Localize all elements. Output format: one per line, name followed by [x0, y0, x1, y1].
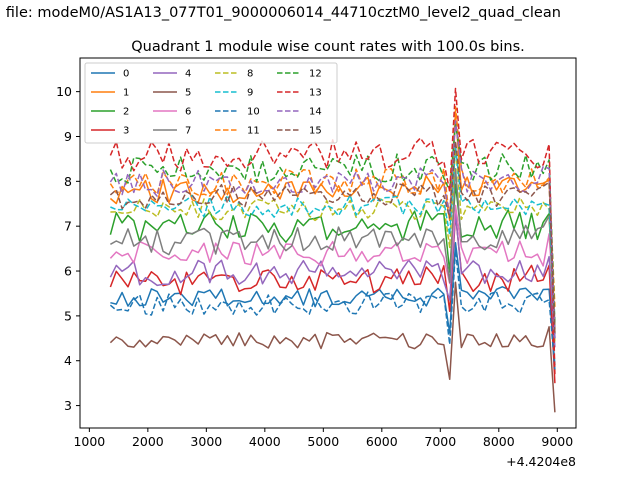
plot-area-frame — [79, 57, 577, 429]
y-axis-ticks: 3 4 5 6 7 8 9 10 — [56, 84, 80, 413]
legend-box — [84, 62, 338, 144]
legend-label: 12 — [309, 69, 322, 80]
series-line — [110, 145, 556, 339]
x-tick-label: 2000 — [132, 434, 164, 449]
y-tick-label: 7 — [64, 219, 72, 234]
series-line — [110, 242, 556, 366]
legend-label: 3 — [123, 126, 129, 137]
y-tick-label: 8 — [64, 174, 72, 189]
series-line — [109, 123, 556, 325]
series-line — [109, 183, 556, 334]
legend-label: 1 — [123, 88, 129, 99]
x-tick-label: 8000 — [483, 434, 515, 449]
legend-label: 11 — [247, 126, 260, 137]
series-line — [109, 249, 556, 370]
y-tick-label: 4 — [64, 353, 72, 368]
legend-label: 4 — [185, 69, 191, 80]
series-line — [109, 105, 556, 307]
series-line — [110, 168, 556, 334]
y-tick-label: 10 — [56, 84, 72, 99]
legend-label: 0 — [123, 69, 129, 80]
x-tick-label: 9000 — [541, 434, 573, 449]
y-tick-label: 9 — [64, 129, 72, 144]
x-tick-label: 5000 — [307, 434, 339, 449]
x-tick-label: 6000 — [366, 434, 398, 449]
legend-label: 6 — [185, 107, 191, 118]
x-tick-label: 1000 — [73, 434, 105, 449]
x-tick-label: 4000 — [249, 434, 281, 449]
chart-title: Quadrant 1 module wise count rates with … — [131, 39, 525, 55]
legend-label: 13 — [309, 88, 322, 99]
series-line — [109, 140, 556, 334]
series-line — [109, 120, 556, 339]
y-tick-label: 5 — [64, 308, 72, 323]
legend-label: 9 — [247, 88, 253, 99]
x-axis-offset-label: +4.4204e8 — [506, 454, 576, 469]
file-title: n file: modeM0/AS1A13_077T01_9000006014_… — [0, 5, 561, 21]
series-layer — [109, 87, 556, 413]
y-tick-label: 3 — [64, 398, 72, 413]
y-tick-label: 6 — [64, 264, 72, 279]
legend-label: 7 — [185, 126, 191, 137]
legend-label: 15 — [309, 126, 322, 137]
x-tick-label: 3000 — [190, 434, 222, 449]
legend-label: 10 — [247, 107, 260, 118]
legend-label: 14 — [309, 107, 322, 118]
legend-label: 8 — [247, 69, 253, 80]
series-line — [109, 212, 556, 348]
series-line — [109, 281, 556, 413]
x-tick-label: 7000 — [424, 434, 456, 449]
legend-label: 5 — [185, 88, 191, 99]
legend-label: 2 — [123, 107, 129, 118]
series-line — [110, 145, 556, 343]
x-axis-ticks: 1000 2000 3000 4000 5000 6000 7000 8000 9000 — [73, 428, 573, 449]
